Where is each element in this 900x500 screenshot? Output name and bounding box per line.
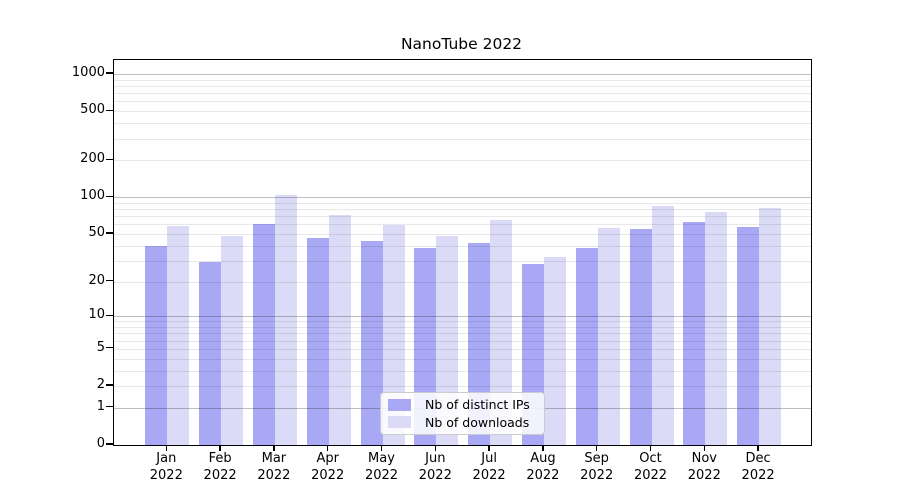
bar-distinct-ips-feb [199,262,222,445]
y-tick-label-1: 1 [96,398,105,414]
x-tick-label-aug: Aug 2022 [526,451,560,483]
gridline-minor-700 [114,93,811,95]
x-tick-mark-nov [703,445,705,451]
x-tick-label-nov: Nov 2022 [687,451,721,483]
legend-swatch-downloads [388,416,411,429]
x-tick-label-apr: Apr 2022 [311,451,345,483]
y-tick-mark-1000 [106,72,113,74]
bar-downloads-nov [705,211,728,445]
bar-downloads-apr [328,214,351,445]
gridline-minor-300 [114,138,811,140]
bar-downloads-may [382,225,405,445]
x-tick-label-sep: Sep 2022 [580,451,614,483]
x-tick-label-jan: Jan 2022 [149,451,183,483]
bar-downloads-sep [597,227,620,445]
bar-downloads-jan [167,226,190,445]
y-tick-mark-20 [106,279,113,282]
chart-title: NanoTube 2022 [400,35,523,53]
x-tick-label-jun: Jun 2022 [418,451,452,483]
y-tick-mark-10 [106,314,113,316]
y-tick-mark-500 [106,109,113,111]
x-tick-label-oct: Oct 2022 [633,451,668,483]
bar-distinct-ips-oct [629,228,652,445]
x-tick-label-jul: Jul 2022 [472,451,506,483]
y-tick-mark-50 [106,232,113,234]
y-tick-label-100: 100 [80,188,105,204]
x-tick-label-dec: Dec 2022 [741,451,775,483]
y-tick-label-200: 200 [80,151,105,167]
x-tick-mark-oct [649,445,652,451]
legend: Nb of distinct IPs Nb of downloads [380,392,545,435]
y-tick-mark-200 [106,158,113,160]
x-tick-mark-jun [434,445,436,451]
bar-distinct-ips-mar [252,224,275,445]
gridline-major-100 [114,197,811,199]
gridline-minor-200 [114,160,811,162]
y-tick-mark-100 [106,195,113,197]
legend-item-downloads: Nb of downloads [388,414,536,430]
plot-area: Nb of distinct IPs Nb of downloads [113,59,812,446]
gridline-minor-80 [114,209,811,211]
bar-distinct-ips-apr [306,238,329,445]
bar-downloads-mar [274,194,297,445]
x-tick-mark-aug [542,445,544,451]
gridline-minor-90 [114,202,811,204]
x-tick-mark-may [380,445,383,451]
y-tick-label-50: 50 [88,224,105,240]
bar-downloads-jul [490,220,513,445]
legend-item-distinct-ips: Nb of distinct IPs [388,397,536,413]
x-tick-mark-jul [488,445,490,451]
x-tick-label-feb: Feb 2022 [203,451,237,483]
bar-distinct-ips-sep [575,248,598,445]
gridline-minor-500 [114,111,811,113]
x-tick-mark-feb [219,445,221,451]
bar-distinct-ips-nov [683,221,706,445]
bar-downloads-oct [651,205,674,445]
x-tick-label-may: May 2022 [364,451,399,483]
y-tick-label-500: 500 [80,102,105,118]
y-tick-mark-2 [106,384,113,386]
gridline-major-1000 [114,74,811,76]
y-tick-label-1000: 1000 [71,65,105,81]
x-tick-label-mar: Mar 2022 [257,451,291,483]
legend-swatch-distinct-ips [388,398,411,411]
bar-distinct-ips-dec [737,226,760,445]
bar-downloads-feb [221,236,244,445]
gridline-minor-400 [114,123,811,125]
y-tick-label-10: 10 [88,307,105,323]
gridline-minor-600 [114,101,811,103]
gridline-minor-900 [114,79,811,81]
bar-downloads-aug [543,257,566,445]
y-tick-mark-5 [106,347,113,349]
y-tick-mark-1 [106,406,113,408]
x-tick-mark-dec [757,445,759,451]
x-tick-mark-jan [165,445,167,451]
bar-distinct-ips-may [360,240,383,445]
bar-distinct-ips-jan [145,245,168,445]
legend-label-distinct-ips: Nb of distinct IPs [425,397,530,413]
y-tick-label-2: 2 [96,377,105,393]
bar-downloads-dec [759,207,782,445]
x-tick-mark-mar [273,445,275,451]
gridline-minor-800 [114,86,811,88]
y-tick-label-20: 20 [88,272,105,288]
y-tick-label-0: 0 [96,436,105,451]
x-tick-mark-apr [327,445,329,451]
x-tick-mark-sep [596,445,598,451]
y-tick-label-5: 5 [96,339,105,355]
legend-label-downloads: Nb of downloads [425,414,530,430]
y-tick-mark-0 [106,443,113,445]
